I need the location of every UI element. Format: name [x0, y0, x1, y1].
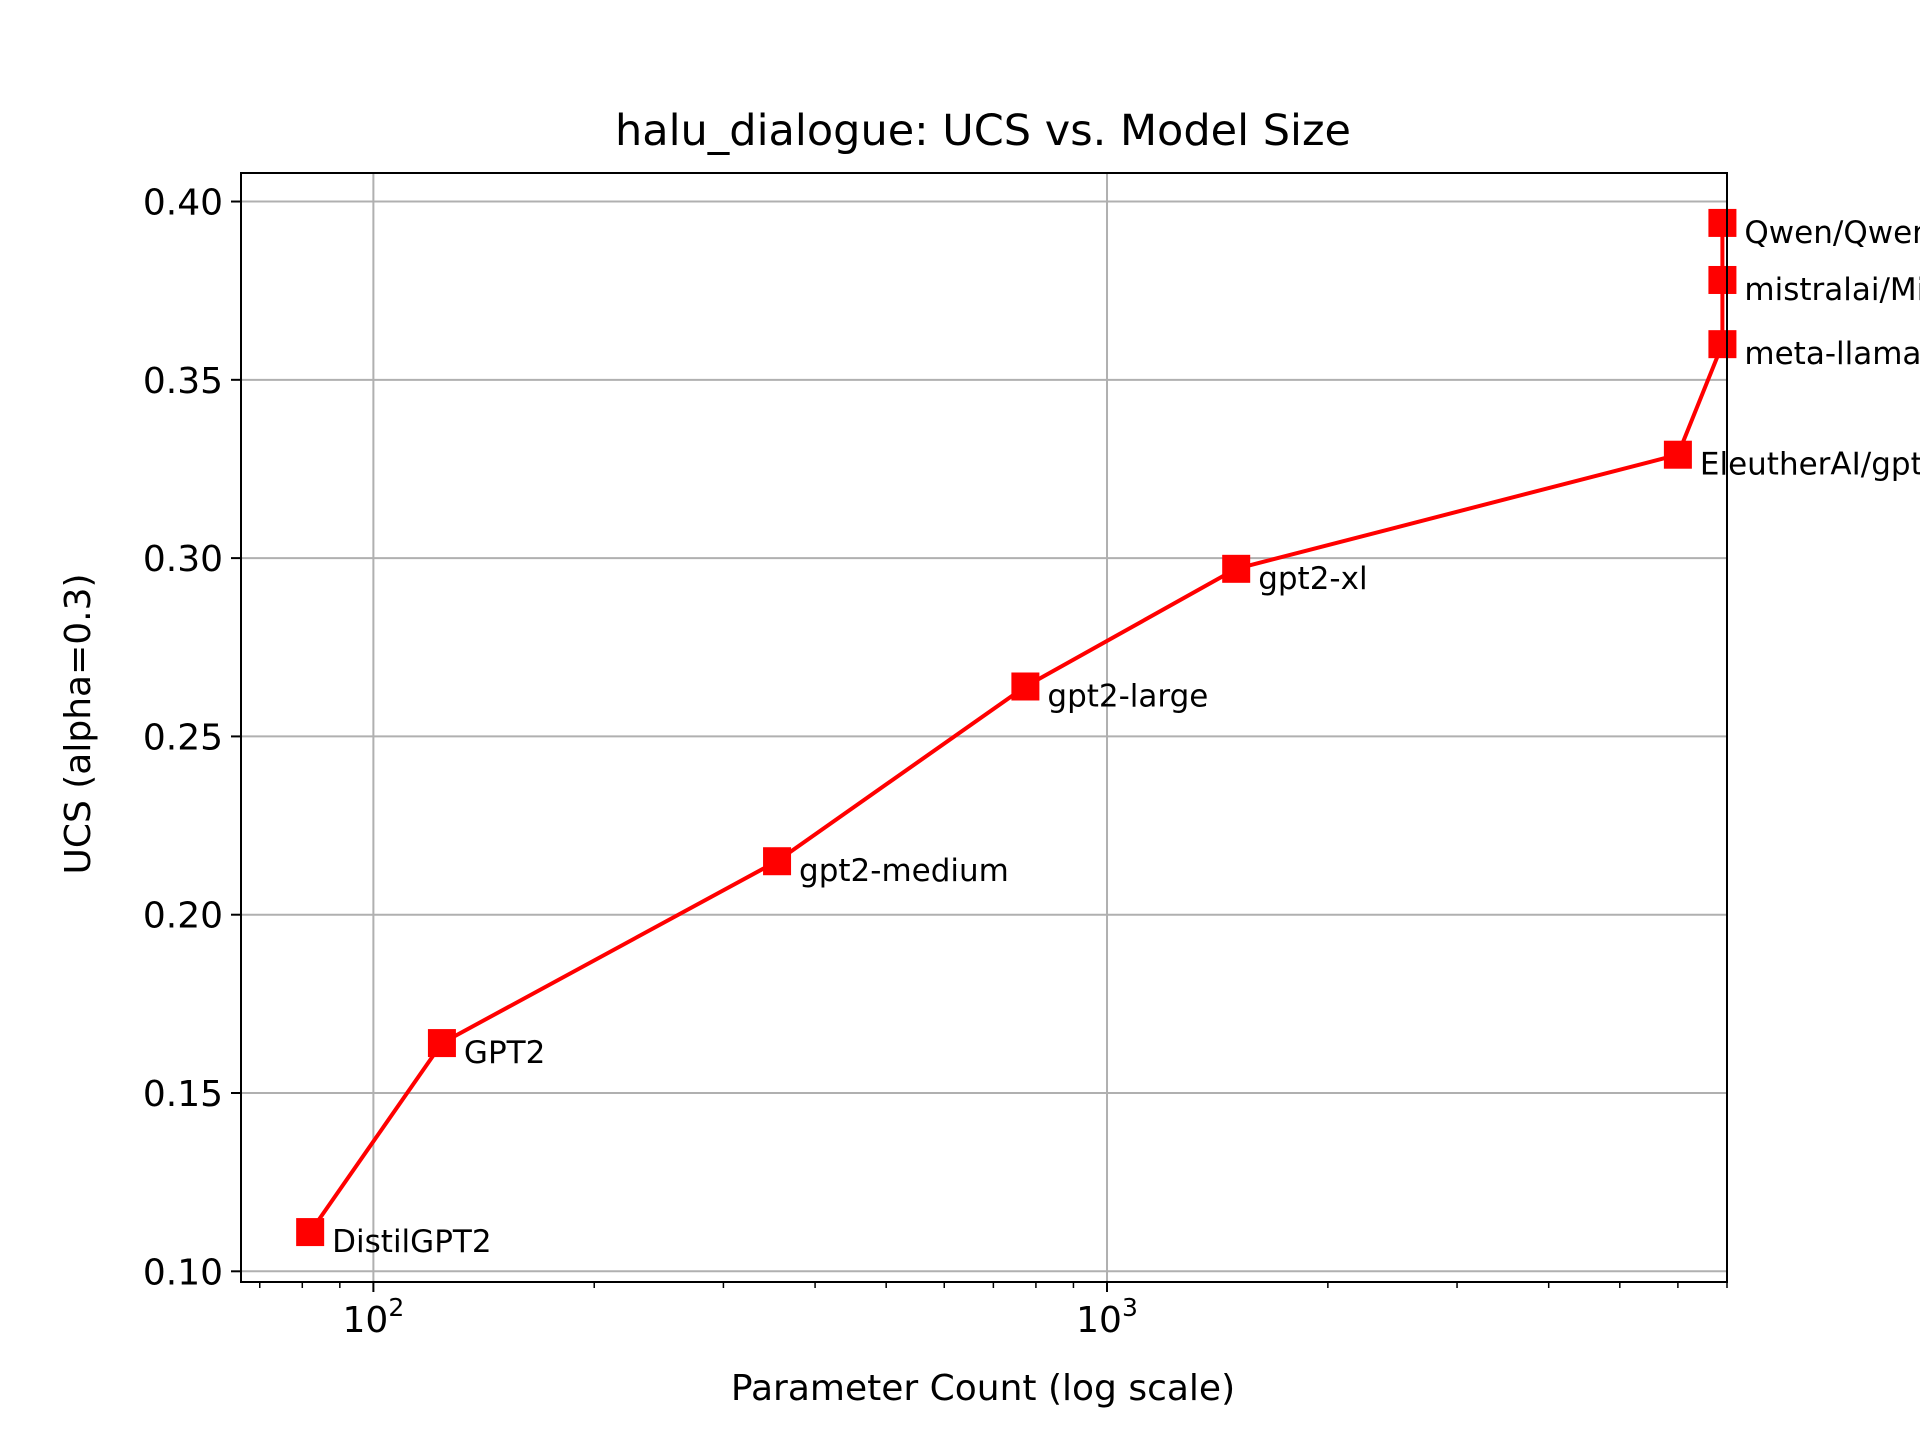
- series: [296, 208, 1737, 1247]
- data-point-label: DistilGPT2: [332, 1224, 491, 1260]
- y-tick-label: 0.30: [143, 539, 223, 580]
- data-point-marker: [427, 1029, 456, 1058]
- data-point-marker: [763, 847, 792, 876]
- data-point-label: mistralai/Mistral-7B-v0.1: [1744, 272, 1920, 308]
- plot-frame: [240, 172, 1728, 1283]
- x-axis-label: Parameter Count (log scale): [731, 1368, 1235, 1409]
- x-tick-label: 102: [343, 1293, 405, 1341]
- y-tick-label: 0.10: [143, 1252, 223, 1293]
- y-tick-label: 0.35: [143, 361, 223, 402]
- data-point-marker: [1708, 330, 1737, 359]
- y-axis-label: UCS (alpha=0.3): [58, 573, 99, 874]
- data-point-marker: [1663, 440, 1692, 469]
- data-point-label: Qwen/Qwen-7B: [1744, 215, 1920, 251]
- data-point-marker: [1011, 672, 1040, 701]
- data-point-marker: [1708, 265, 1737, 294]
- y-tick-label: 0.25: [143, 717, 223, 758]
- data-point-label: gpt2-large: [1047, 678, 1208, 714]
- y-tick-label: 0.15: [143, 1074, 223, 1115]
- data-point-marker: [1708, 208, 1737, 237]
- axis-ticks: 0.10 0.15 0.20 0.25 0.30 0.35 0.40 102 103: [143, 183, 1728, 1341]
- x-tick-label: 103: [1076, 1293, 1138, 1341]
- y-tick-label: 0.20: [143, 896, 223, 937]
- grid: [241, 173, 1727, 1282]
- chart-title: halu_dialogue: UCS vs. Model Size: [615, 106, 1351, 156]
- point-labels: DistilGPT2 GPT2 gpt2-medium gpt2-large gpt2-…: [332, 215, 1920, 1260]
- data-point-label: gpt2-medium: [799, 853, 1009, 889]
- data-point-label: gpt2-xl: [1258, 561, 1367, 597]
- data-point-label: GPT2: [464, 1035, 545, 1071]
- data-point-marker: [296, 1218, 325, 1247]
- y-tick-label: 0.40: [143, 183, 223, 224]
- data-point-label: meta-llama/Llama-2-7b-hf: [1744, 336, 1920, 372]
- data-point-label: EleutherAI/gpt-j-6B: [1700, 447, 1920, 483]
- data-point-marker: [1222, 554, 1251, 583]
